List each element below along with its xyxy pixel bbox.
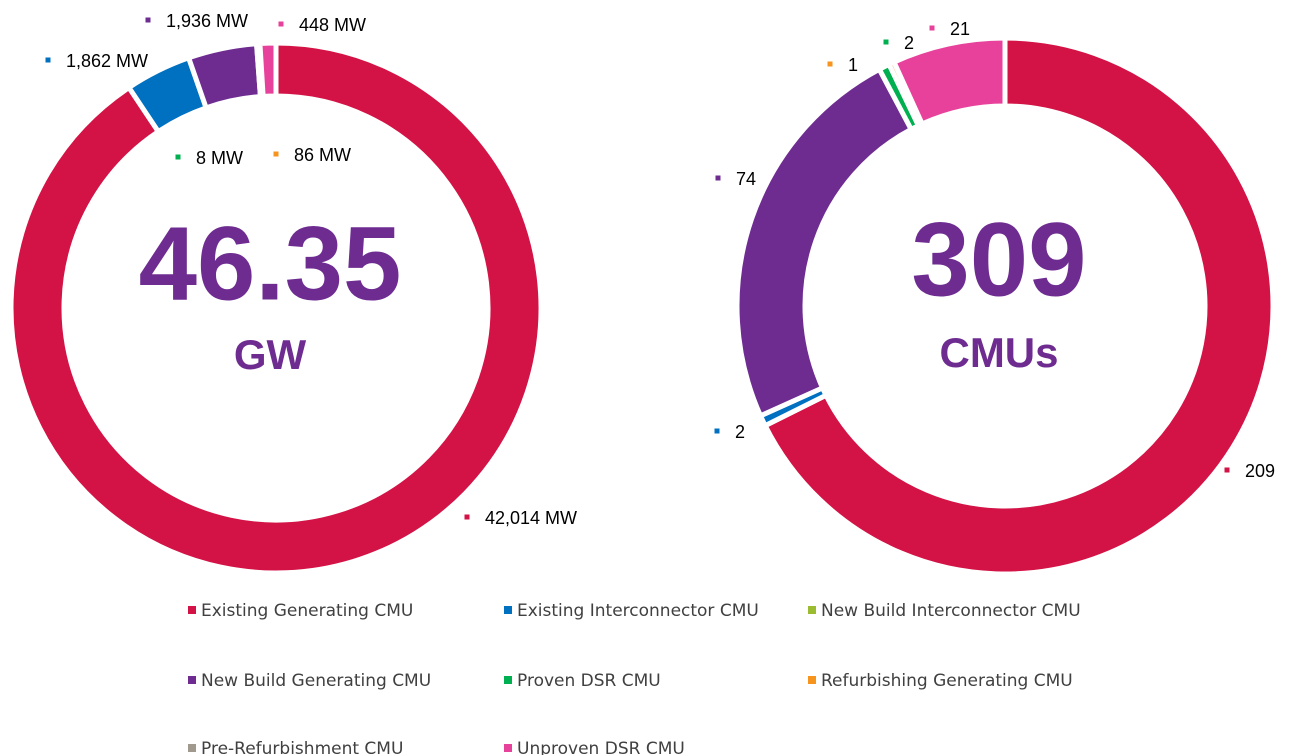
legend-swatch [808,676,816,684]
legend-label: New Build Interconnector CMU [821,601,1081,621]
label-marker [45,57,51,63]
data-label: 8 MW [196,148,243,168]
label-marker [273,151,279,157]
legend-swatch [188,606,196,614]
center-unit: CMUs [939,329,1058,376]
donut-slice [8,40,544,576]
data-label: 448 MW [299,15,366,35]
data-label: 42,014 MW [485,508,577,528]
legend-swatch [504,606,512,614]
legend-label: New Build Generating CMU [201,671,431,691]
donut-slice [257,40,279,100]
data-label: 209 [1245,461,1275,481]
legend-label: Refurbishing Generating CMU [821,671,1073,691]
legend-label: Pre-Refurbishment CMU [201,739,403,755]
legend-swatch [504,676,512,684]
legend-swatch [504,744,512,752]
data-label: 1,862 MW [66,51,148,71]
data-label: 86 MW [294,145,351,165]
data-label: 1,936 MW [166,11,248,31]
label-marker [145,17,151,23]
legend-label: Existing Generating CMU [201,601,413,621]
label-marker [715,175,721,181]
label-marker [883,39,889,45]
label-marker [278,21,284,27]
donut-slice [890,35,1008,128]
data-label: 2 [904,33,914,53]
legend-label: Unproven DSR CMU [517,739,685,755]
data-label: 1 [848,55,858,75]
legend-label: Existing Interconnector CMU [517,601,759,621]
label-marker [1224,467,1230,473]
label-marker [827,61,833,67]
data-label: 21 [950,19,970,39]
label-marker [464,514,470,520]
label-marker [714,428,720,434]
legend-swatch [188,676,196,684]
donut-slice [734,65,915,420]
label-marker [175,154,181,160]
legend-swatch [808,606,816,614]
center-value: 309 [911,202,1086,319]
donut-slice [761,35,1276,577]
center-value: 46.35 [139,206,402,323]
data-label: 74 [736,169,756,189]
center-unit: GW [234,331,307,378]
data-label: 2 [735,422,745,442]
legend-label: Proven DSR CMU [517,671,661,691]
label-marker [929,25,935,31]
legend-swatch [188,744,196,752]
